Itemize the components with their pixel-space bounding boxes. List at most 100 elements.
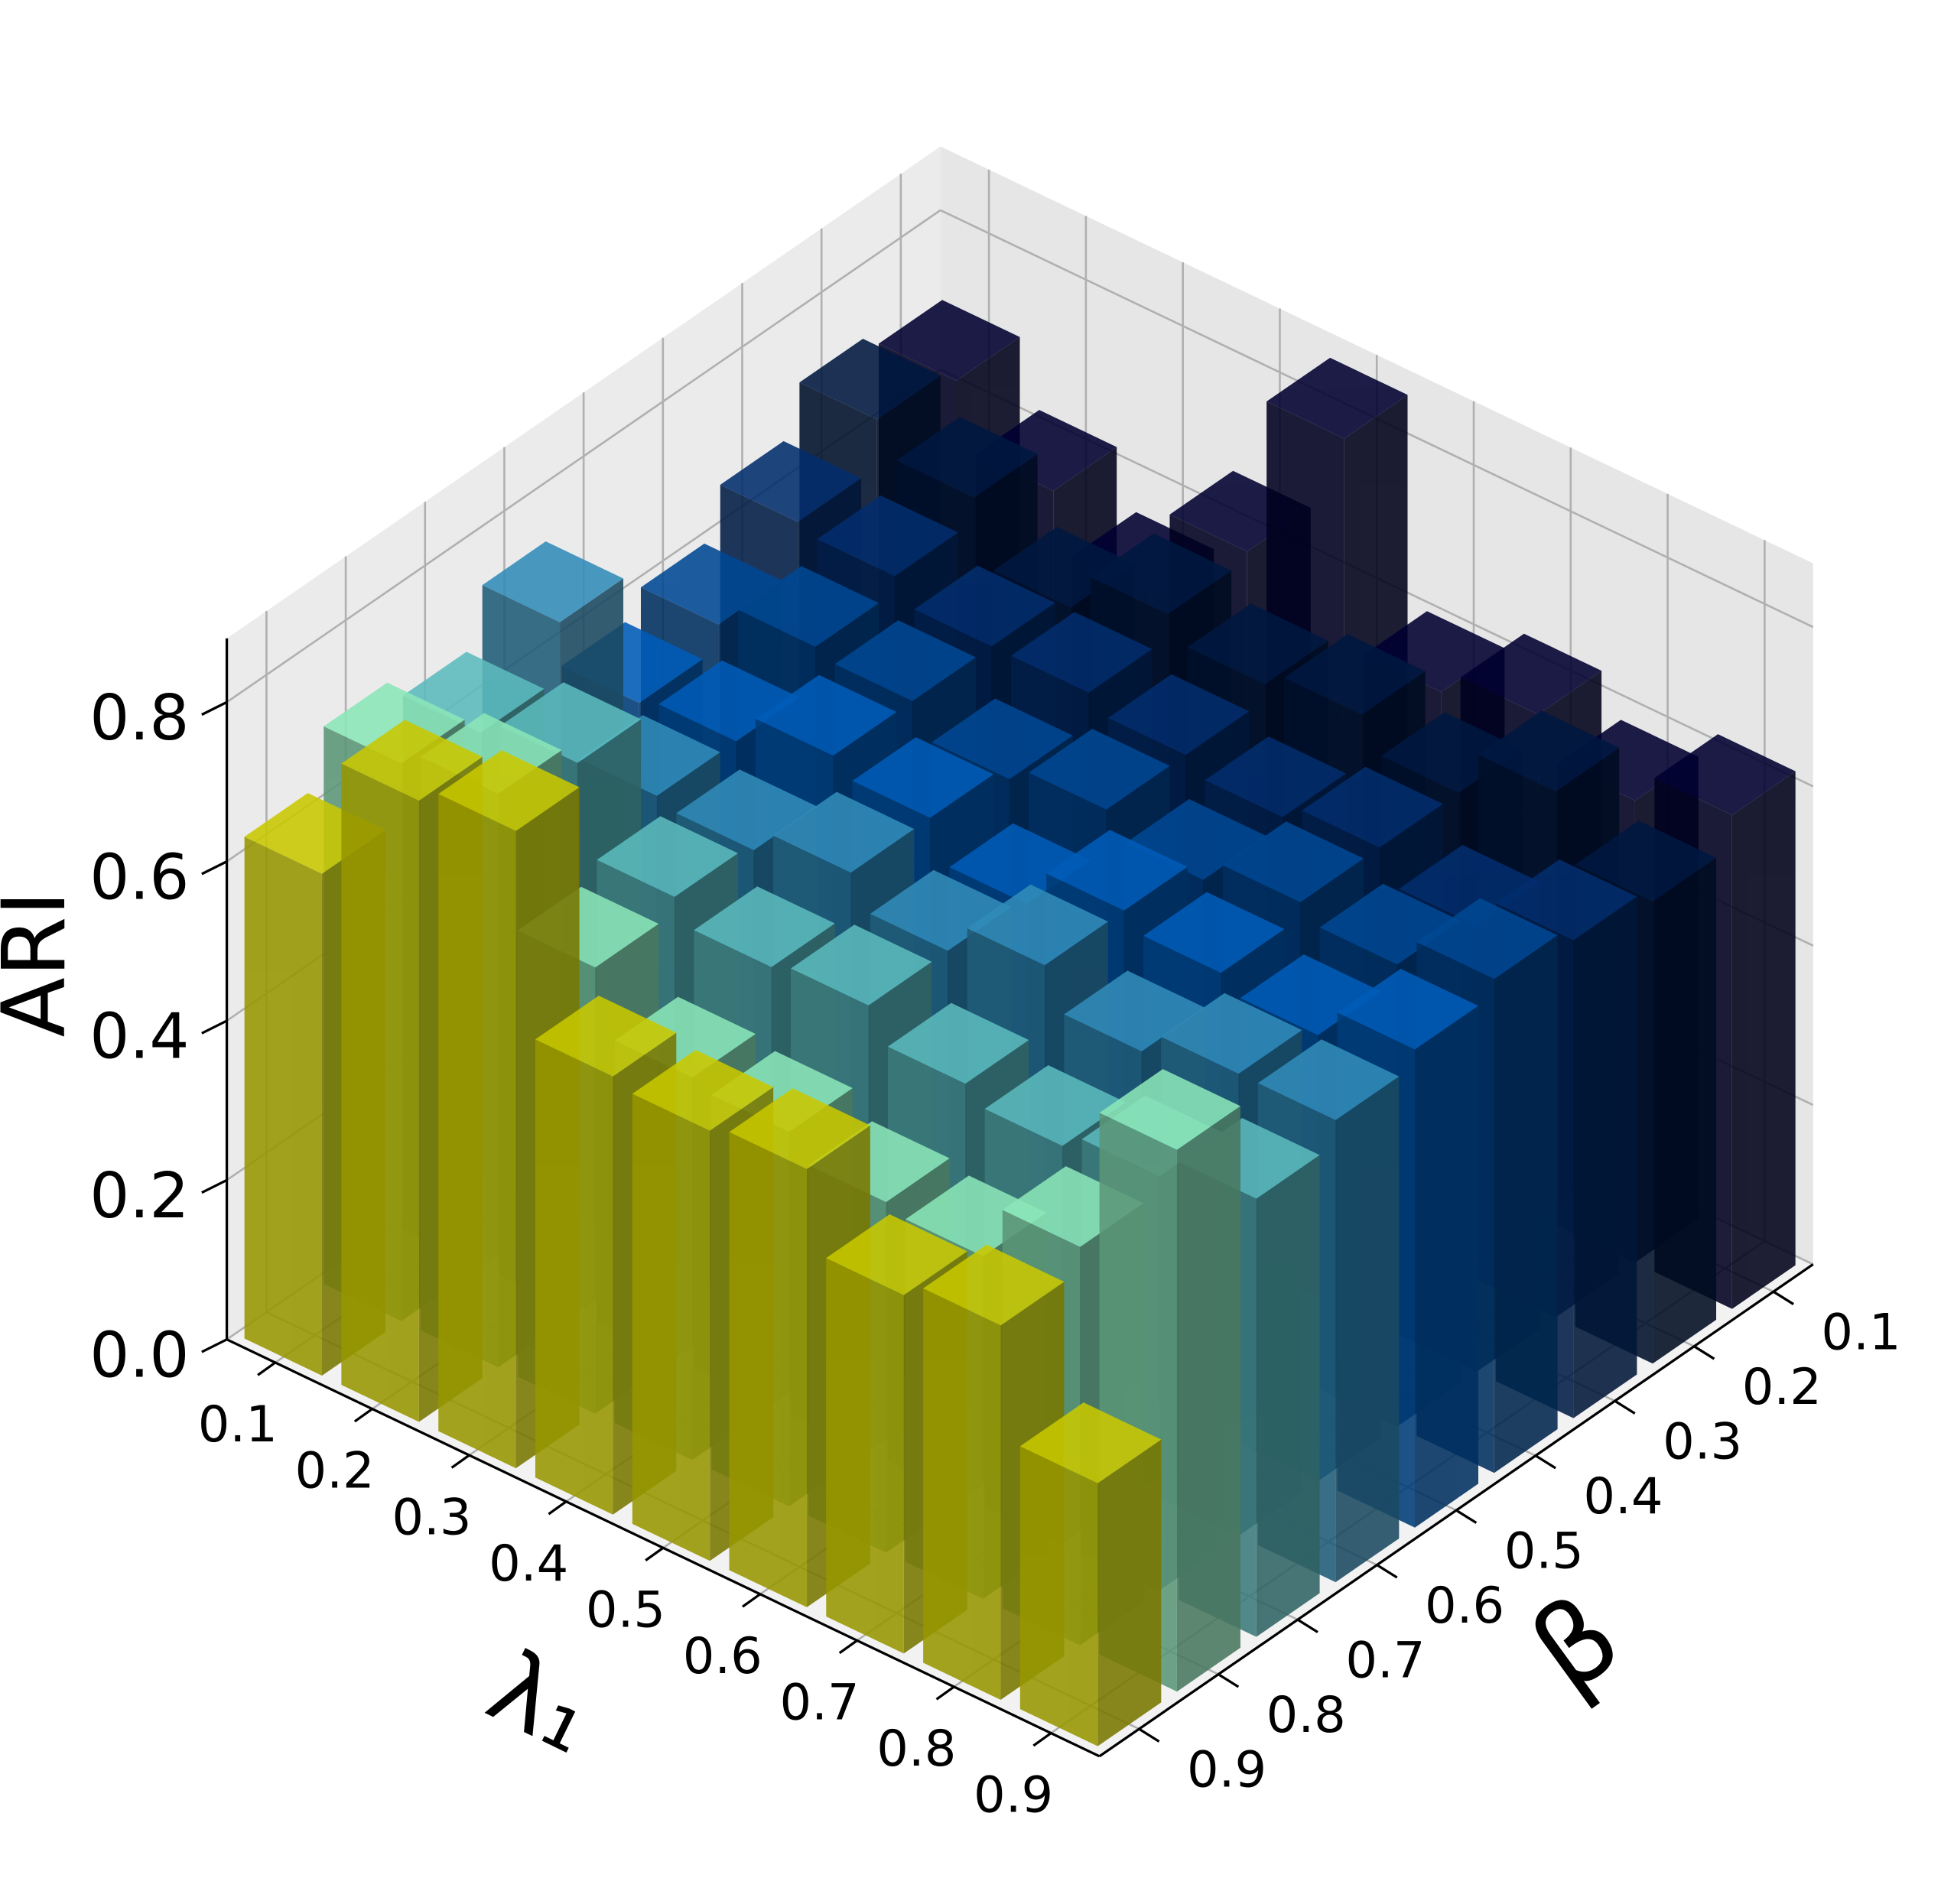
y-tick-label: 0.9 xyxy=(1187,1740,1266,1798)
z-tick-label: 0.2 xyxy=(89,1160,189,1233)
bar-top xyxy=(1654,734,1796,815)
bar-top xyxy=(1460,633,1602,715)
bar-top xyxy=(1575,820,1717,902)
x-tick xyxy=(645,1546,665,1561)
z-tick xyxy=(201,1338,228,1353)
y-tick xyxy=(1773,1290,1794,1305)
y-tick xyxy=(1455,1509,1478,1524)
x-tick-label: 0.4 xyxy=(489,1535,568,1593)
bar-top xyxy=(402,651,545,733)
x-tick xyxy=(548,1500,567,1516)
bar-top xyxy=(1029,729,1170,810)
bar-top xyxy=(1266,357,1408,439)
bar-top xyxy=(826,1214,967,1295)
bar-side xyxy=(341,763,419,1422)
bar-side xyxy=(729,1132,808,1607)
x-tick-label: 0.2 xyxy=(295,1442,375,1500)
z-tick-label: 0.6 xyxy=(89,841,189,914)
bar-side xyxy=(1097,1439,1162,1746)
bar-side xyxy=(1019,1446,1098,1746)
z-tick xyxy=(201,1178,228,1194)
bar-top xyxy=(1046,830,1188,911)
bar-top xyxy=(720,440,862,522)
x-tick xyxy=(742,1593,761,1608)
bar-top xyxy=(1019,1402,1162,1483)
bar-top xyxy=(1257,1039,1400,1120)
y-tick xyxy=(1138,1727,1160,1743)
y-tick xyxy=(1693,1345,1715,1360)
bar-top xyxy=(632,1050,774,1131)
bar-side xyxy=(1335,1076,1400,1583)
bar-top xyxy=(729,1088,870,1169)
z-tick-label: 0.0 xyxy=(89,1319,189,1392)
bar-side xyxy=(1256,1155,1320,1637)
bar-top xyxy=(967,884,1108,966)
x-tick-label: 0.7 xyxy=(779,1674,859,1732)
x-tick-label: 0.3 xyxy=(392,1488,471,1546)
z-tick-label: 0.4 xyxy=(89,1001,189,1074)
bar-side xyxy=(1731,771,1796,1309)
bar-top xyxy=(341,720,483,801)
z-tick xyxy=(201,1019,228,1035)
bar-top xyxy=(799,338,941,420)
bar-top xyxy=(1090,533,1232,615)
bar-top xyxy=(879,300,1020,381)
y-tick-label: 0.6 xyxy=(1425,1577,1504,1635)
x-tick-label: 0.9 xyxy=(974,1766,1053,1824)
z-tick xyxy=(201,860,228,876)
x-tick xyxy=(935,1685,955,1701)
y-tick-label: 0.3 xyxy=(1663,1413,1742,1471)
y-tick-label: 0.1 xyxy=(1821,1304,1900,1362)
y-tick xyxy=(1218,1673,1240,1688)
bar-side xyxy=(1176,1106,1240,1692)
bar-top xyxy=(772,791,915,873)
bar-top xyxy=(535,996,677,1077)
bar-top xyxy=(1478,710,1620,792)
z-axis-label: ARI xyxy=(0,891,86,1038)
y-axis-label: β xyxy=(1508,1569,1644,1717)
bar-top xyxy=(1302,766,1443,848)
x-tick xyxy=(450,1454,470,1469)
z-tick xyxy=(201,700,228,716)
bar-side xyxy=(923,1288,1001,1700)
bar-top xyxy=(1337,968,1478,1050)
y-tick-label: 0.4 xyxy=(1583,1467,1663,1525)
x-tick-label: 0.1 xyxy=(198,1396,278,1454)
bar-top xyxy=(896,417,1038,498)
bar-top xyxy=(852,737,994,818)
x-tick-label: 0.6 xyxy=(683,1627,762,1685)
x-tick-label: 0.5 xyxy=(586,1581,665,1639)
bar-top xyxy=(755,674,897,756)
bar-side xyxy=(1653,857,1717,1364)
y-tick-label: 0.5 xyxy=(1504,1522,1584,1580)
bar-top xyxy=(1495,859,1637,941)
bar-top xyxy=(499,682,642,763)
bar-top xyxy=(1099,1069,1240,1150)
bar-side xyxy=(632,1093,710,1561)
bar-top xyxy=(887,1002,1029,1084)
bar-top xyxy=(1205,736,1346,817)
bar-top xyxy=(1416,898,1558,980)
x-axis-label: λ₁ xyxy=(472,1628,613,1777)
bar-top xyxy=(817,495,958,577)
bar-top xyxy=(931,698,1073,780)
x-tick xyxy=(1032,1732,1052,1747)
bar-top xyxy=(438,750,580,831)
x-tick xyxy=(838,1639,858,1655)
z-tick-label: 0.8 xyxy=(89,682,189,755)
bar-side xyxy=(826,1258,904,1654)
x-tick-label: 0.8 xyxy=(876,1720,956,1778)
y-tick xyxy=(1296,1618,1318,1633)
bar xyxy=(1019,1402,1162,1746)
bar xyxy=(923,1244,1065,1700)
y-tick-label: 0.7 xyxy=(1345,1631,1425,1689)
bar-top xyxy=(914,565,1055,647)
bar-top xyxy=(923,1244,1065,1326)
y-tick-label: 0.8 xyxy=(1266,1686,1346,1744)
bar-top xyxy=(482,541,624,622)
bar-top xyxy=(984,1064,1126,1146)
bar-top xyxy=(694,886,835,967)
y-tick xyxy=(1376,1564,1398,1579)
y-tick xyxy=(1535,1454,1556,1470)
bar-top xyxy=(737,566,879,647)
